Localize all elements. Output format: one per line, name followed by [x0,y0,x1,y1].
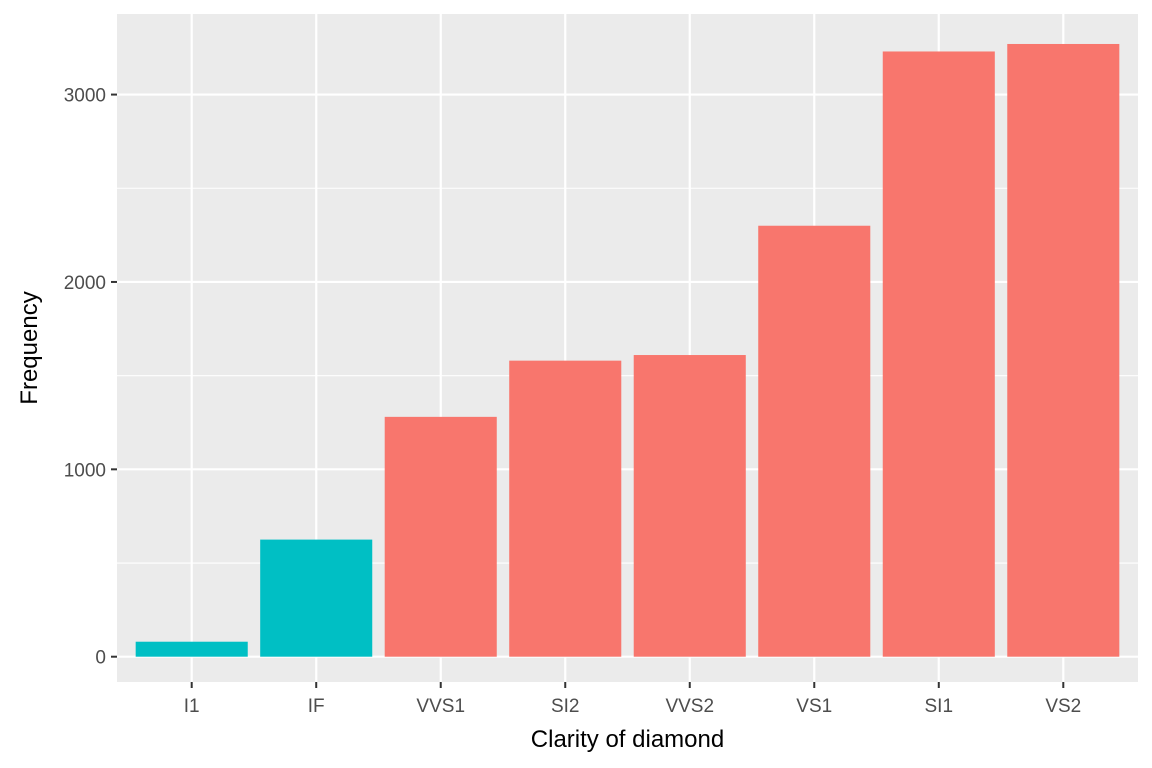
x-tick-label: VS1 [796,696,832,717]
x-tick-label: I1 [184,696,200,717]
x-tick-label: VVS2 [665,696,714,717]
y-tick-label: 2000 [64,273,106,294]
bar-i1 [135,641,248,657]
bars [135,43,1120,657]
x-tick-label: VS2 [1045,696,1081,717]
y-axis: 0 1000 2000 3000 [64,86,117,669]
y-tick-label: 3000 [64,86,106,107]
x-axis-title: Clarity of diamond [531,726,724,753]
x-tick-label: VVS1 [416,696,465,717]
x-tick-label: SI2 [551,696,580,717]
y-tick-label: 0 [95,648,106,669]
bar-if [260,539,373,657]
y-axis-title: Frequency [16,291,43,404]
bar-si2 [509,360,622,657]
x-tick-label: SI1 [925,696,954,717]
bar-si1 [882,51,995,657]
x-axis: I1 IF VVS1 SI2 VVS2 VS1 SI1 VS2 [184,682,1081,717]
bar-vs1 [758,225,871,657]
x-tick-label: IF [308,696,325,717]
bar-vvs2 [633,355,746,657]
y-tick-label: 1000 [64,460,106,481]
bar-vs2 [1007,43,1120,657]
bar-vvs1 [384,416,497,657]
